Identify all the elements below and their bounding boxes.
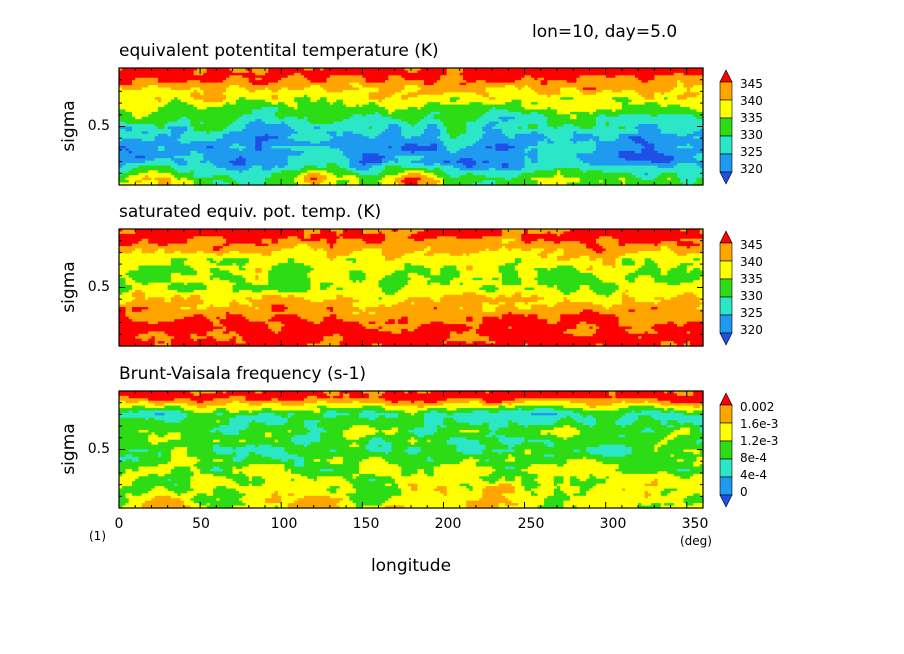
header-annotation: lon=10, day=5.0 [532, 22, 677, 42]
panel-equivalent-potential-temperature: equivalent potentital temperature (K) si… [59, 41, 763, 186]
panel-title: equivalent potentital temperature (K) [119, 41, 439, 61]
contour-field [119, 68, 704, 186]
y-tick-label: 0.5 [88, 118, 110, 134]
y-axis-label: sigma [59, 100, 79, 151]
